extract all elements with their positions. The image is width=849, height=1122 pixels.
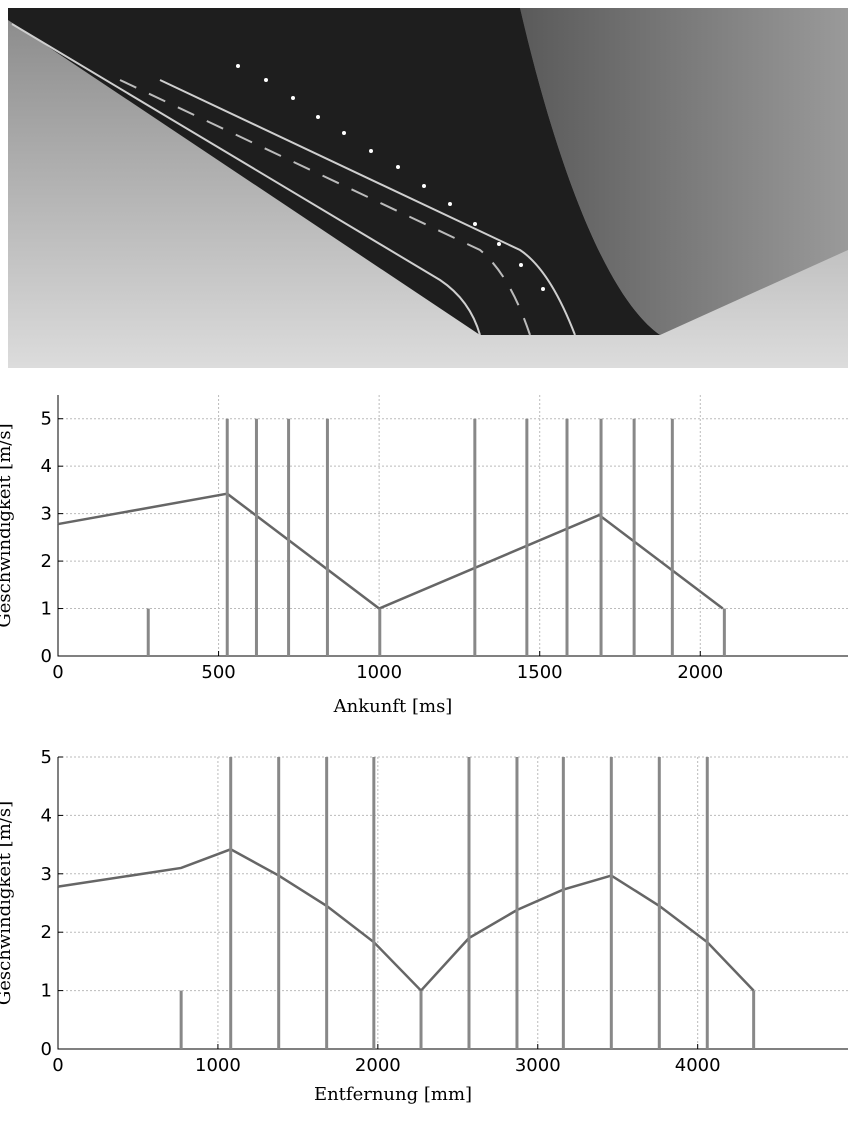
speed-line (57, 492, 724, 610)
x-tick-label: 500 (201, 662, 235, 683)
axes (57, 395, 848, 657)
x-tick-label: 1000 (356, 662, 402, 683)
y-tick-label: 3 (41, 864, 52, 885)
x-tick-label: 4000 (675, 1055, 721, 1076)
chart: 0 1 2 3 4 5 0 500 1000 1500 2000 Ankunft [ms] Geschw… (0, 395, 848, 717)
y-tick-label: 0 (41, 1039, 52, 1060)
x-tick-label: 2000 (677, 662, 723, 683)
x-tick-label: 3000 (515, 1055, 561, 1076)
y-axis-label: Geschwindigkeit [m/s] (0, 423, 15, 627)
x-tick-label: 0 (52, 662, 63, 683)
x-axis-label: Ankunft [ms] (333, 696, 453, 717)
y-tick-label: 2 (41, 922, 52, 943)
y-tick-label: 3 (41, 504, 52, 525)
y-tick-label: 5 (41, 409, 52, 430)
y-tick-label: 0 (41, 646, 52, 667)
x-tick-label: 1500 (517, 662, 563, 683)
y-tick-label: 2 (41, 551, 52, 572)
y-axis-label: Geschwindigkeit [m/s] (0, 801, 15, 1005)
x-axis-label: Entfernung [mm] (314, 1084, 472, 1105)
chart: 0 1 2 3 4 5 0 1000 2000 3000 4000 Entfernung [mm] Ge… (0, 747, 848, 1105)
y-tick-label: 4 (41, 805, 52, 826)
y-tick-label: 1 (41, 981, 52, 1002)
road-render (8, 8, 848, 368)
x-tick-label: 0 (52, 1055, 63, 1076)
x-tick-label: 2000 (355, 1055, 401, 1076)
y-tick-label: 5 (41, 747, 52, 768)
y-tick-label: 4 (41, 456, 52, 477)
axes (57, 757, 848, 1050)
speed-line (57, 847, 755, 993)
x-tick-label: 1000 (195, 1055, 241, 1076)
y-tick-label: 1 (41, 599, 52, 620)
